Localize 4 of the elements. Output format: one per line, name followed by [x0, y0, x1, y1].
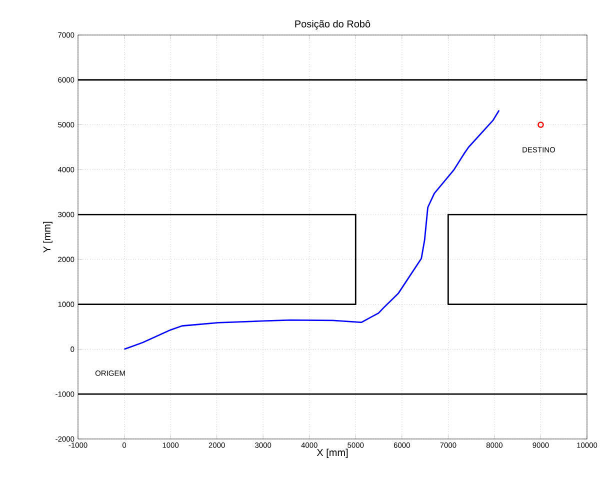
x-axis-title: X [mm]	[316, 448, 348, 458]
line-series	[124, 110, 500, 350]
y-axis-title: Y [mm]	[43, 222, 52, 253]
chart-title: Posição do Robô	[295, 20, 370, 30]
